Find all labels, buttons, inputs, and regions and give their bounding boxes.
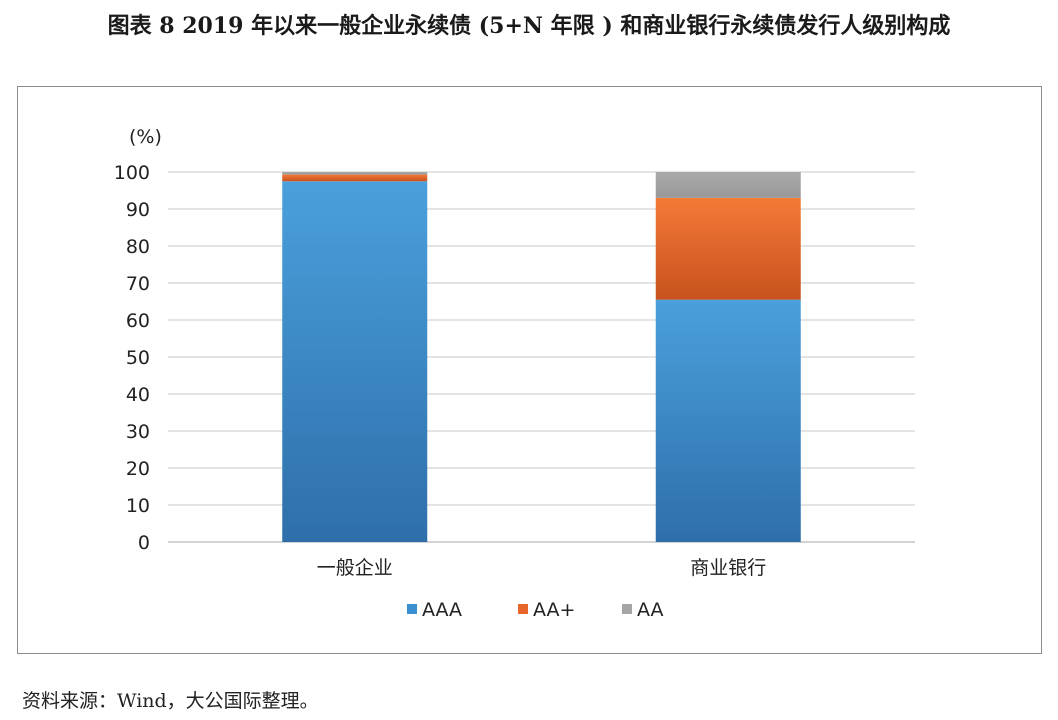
source-note: 资料来源：Wind，大公国际整理。 <box>22 690 319 712</box>
y-tick-label: 80 <box>126 236 150 258</box>
y-tick-label: 0 <box>138 532 150 554</box>
legend-swatch <box>518 604 528 614</box>
y-tick-label: 100 <box>114 162 150 184</box>
bar-segment-aaa <box>282 181 428 542</box>
y-tick-label: 70 <box>126 273 150 295</box>
legend-label: AA+ <box>533 599 575 621</box>
y-tick-label: 20 <box>126 458 150 480</box>
y-tick-label: 50 <box>126 347 150 369</box>
x-axis-categories: 一般企业 商业银行 <box>317 557 767 579</box>
y-axis-unit-label: (%) <box>129 126 162 148</box>
legend-label: AA <box>637 599 664 621</box>
x-category-label: 一般企业 <box>317 557 393 579</box>
gridlines <box>168 171 915 543</box>
bar-segment-aaa <box>655 299 801 542</box>
bar-segment-aa-plus <box>655 197 801 300</box>
legend-swatch <box>407 604 417 614</box>
x-category-label: 商业银行 <box>690 557 766 579</box>
y-axis-ticks: 0 10 20 30 40 50 60 70 80 90 100 <box>114 162 150 554</box>
bar-segment-aa <box>655 172 801 198</box>
figure-title: 图表 8 2019 年以来一般企业永续债 (5+N 年限 ) 和商业银行永续债发… <box>107 13 951 39</box>
y-tick-label: 30 <box>126 421 150 443</box>
legend-label: AAA <box>422 599 462 621</box>
bar-segment-aa <box>282 172 428 175</box>
bar-segment-aa-plus <box>282 174 428 182</box>
y-tick-label: 90 <box>126 199 150 221</box>
y-tick-label: 60 <box>126 310 150 332</box>
y-tick-label: 10 <box>126 495 150 517</box>
legend: AAA AA+ AA <box>407 599 664 621</box>
chart-frame: (%) 0 10 20 30 40 50 60 70 80 90 100 一般企业 商业银行 AAA A… <box>17 86 1042 654</box>
legend-swatch <box>622 604 632 614</box>
y-tick-label: 40 <box>126 384 150 406</box>
bars <box>282 172 801 542</box>
